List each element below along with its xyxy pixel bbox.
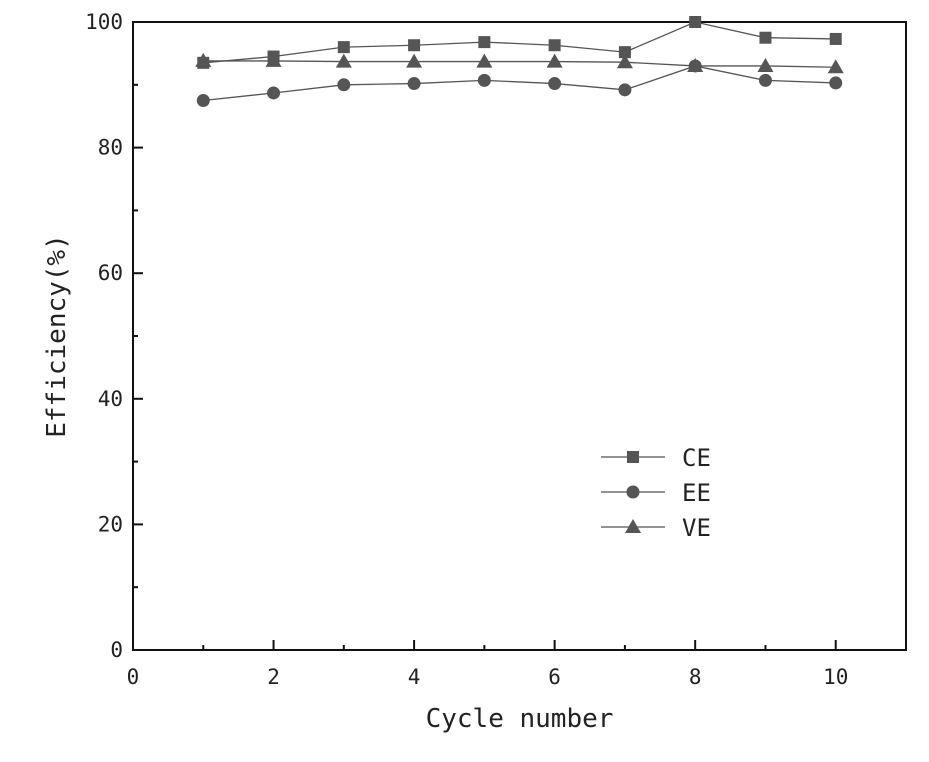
legend: CE EE VE [601,444,711,542]
plot-frame [133,22,906,650]
series-line-ce [203,22,835,63]
y-tick-label: 20 [98,512,123,536]
efficiency-chart: 0246810020406080100 CEEEVE Cycle number … [0,0,929,762]
series-ve [195,53,843,73]
data-point-ce [478,36,490,48]
legend-marker-ce [627,451,639,463]
legend-label-ve: VE [682,514,711,542]
legend-marker-ee [627,486,640,499]
data-point-ee [618,83,631,96]
data-point-ee [197,94,210,107]
data-point-ee [408,77,421,90]
data-point-ve [757,58,773,72]
x-tick-label: 0 [127,665,140,689]
data-point-ee [478,74,491,87]
data-point-ce [338,41,350,53]
x-tick-label: 4 [408,665,421,689]
x-tick-label: 8 [689,665,702,689]
y-axis-title: Efficiency(%) [42,234,72,438]
legend-label-ce: CE [682,444,711,472]
data-point-ce [549,39,561,51]
data-point-ee [337,78,350,91]
data-point-ve [547,54,563,68]
data-point-ee [759,74,772,87]
data-point-ce [830,33,842,45]
data-point-ee [548,77,561,90]
series-line-ve [203,61,835,67]
data-point-ve [406,54,422,68]
legend-label-ee: EE [682,479,711,507]
series-line-ee [203,66,835,101]
y-tick-label: 80 [98,136,123,160]
series-layer [195,16,843,107]
x-tick-label: 6 [548,665,561,689]
x-tick-label: 10 [823,665,848,689]
y-tick-label: 100 [85,10,123,34]
data-point-ce [408,39,420,51]
data-point-ee [267,86,280,99]
legend-marker-ve [625,519,641,533]
data-point-ce [689,16,701,28]
data-point-ve [476,54,492,68]
y-tick-label: 60 [98,261,123,285]
data-point-ve [336,54,352,68]
y-tick-label: 40 [98,387,123,411]
data-point-ve [828,59,844,73]
x-tick-label: 2 [267,665,280,689]
data-point-ee [829,76,842,89]
axes: 0246810020406080100 [85,10,906,689]
data-point-ce [759,32,771,44]
x-axis-title: Cycle number [426,704,614,734]
y-tick-label: 0 [110,638,123,662]
